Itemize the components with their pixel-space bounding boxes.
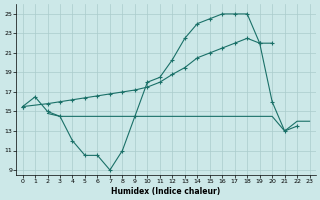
- X-axis label: Humidex (Indice chaleur): Humidex (Indice chaleur): [111, 187, 221, 196]
